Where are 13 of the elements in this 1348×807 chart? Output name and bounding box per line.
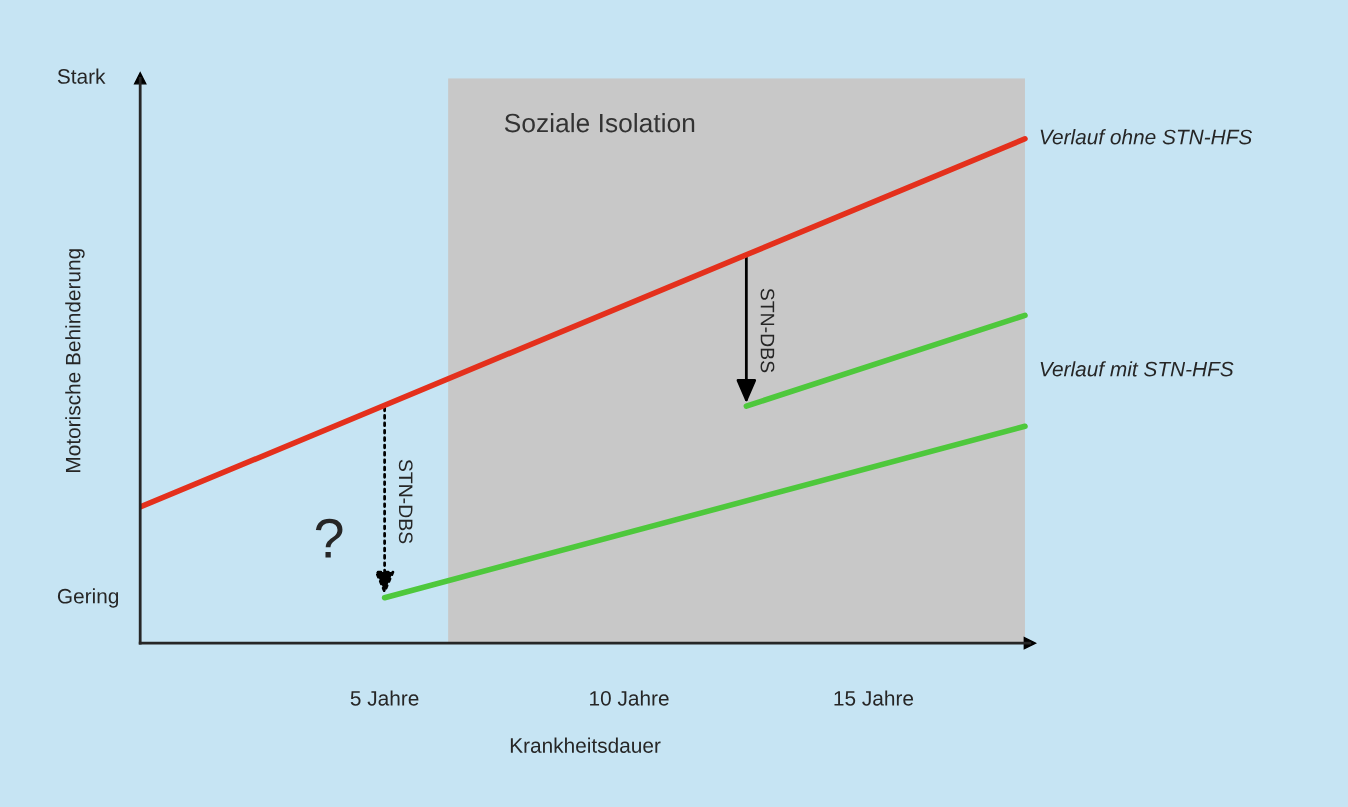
x-axis-title: Krankheitsdauer <box>510 737 661 753</box>
annotation: STN-DBS <box>398 459 413 544</box>
x-tick-label: 15 Jahre <box>834 690 914 706</box>
annotation: ? <box>315 518 343 558</box>
x-tick-label: 10 Jahre <box>590 690 669 706</box>
text: Stark <box>57 68 106 84</box>
band-label: Soziale Isolation <box>504 113 695 133</box>
y-axis-title: Motorische Behinderung <box>65 249 85 472</box>
text: Verlauf mit STN-HFS <box>1040 361 1234 377</box>
series-label: Verlauf ohne STN-HFS <box>1040 129 1253 145</box>
annotation: STN-DBS <box>760 288 775 373</box>
x-tick-label: 5 Jahre <box>350 690 419 706</box>
text: Gering <box>57 588 119 608</box>
